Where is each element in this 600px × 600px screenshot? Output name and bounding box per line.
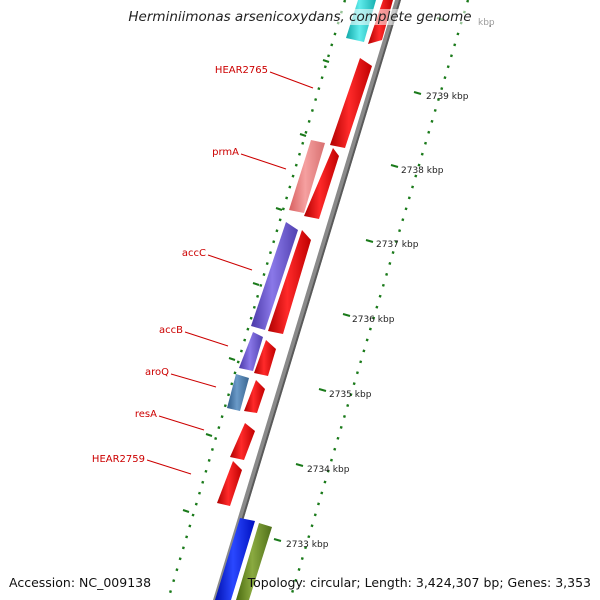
inner-tick bbox=[182, 509, 190, 513]
leader-accc bbox=[207, 254, 253, 271]
leader-accb bbox=[184, 331, 229, 347]
tick-2736 bbox=[342, 313, 351, 317]
map-title: Herminiimonas arsenicoxydans, complete g… bbox=[0, 9, 600, 25]
tick-2739 bbox=[413, 91, 422, 95]
gene-blue bbox=[215, 518, 255, 600]
tick-2733 bbox=[273, 538, 282, 542]
gene-label-hear2765: HEAR2765 bbox=[215, 65, 268, 76]
inner-tick bbox=[299, 133, 307, 137]
gene-label-aroq: aroQ bbox=[145, 367, 169, 378]
outer-dotted-track bbox=[288, 0, 470, 600]
leader-resa bbox=[158, 415, 205, 431]
inner-major-ticks bbox=[182, 59, 330, 513]
forward-gene-hear2759 bbox=[217, 461, 242, 506]
inner-tick bbox=[322, 59, 330, 63]
leader-lines bbox=[146, 71, 314, 475]
inner-tick bbox=[252, 282, 260, 286]
forward-gene-accc bbox=[268, 230, 311, 334]
kbp-label-2737: 2737 kbp bbox=[376, 240, 419, 250]
accession-text: Accession: NC_009138 bbox=[9, 575, 152, 590]
gene-aroq bbox=[227, 374, 249, 411]
inner-tick bbox=[275, 207, 283, 211]
gene-label-prma: prmA bbox=[212, 147, 239, 158]
genome-backbone-shade bbox=[217, 0, 401, 600]
gene-label-hear2759: HEAR2759 bbox=[92, 454, 145, 465]
leader-hear2759 bbox=[146, 459, 192, 475]
tick-2735 bbox=[318, 388, 327, 392]
leader-hear2765 bbox=[269, 71, 314, 89]
kbp-label-2739: 2739 kbp bbox=[426, 92, 469, 102]
gene-label-accb: accB bbox=[159, 325, 183, 336]
leader-aroq bbox=[170, 373, 217, 388]
gene-olive bbox=[236, 523, 272, 600]
leader-prma bbox=[240, 153, 287, 170]
inner-dotted-track bbox=[166, 0, 347, 600]
kbp-label-2738: 2738 kbp bbox=[401, 166, 444, 176]
tick-2737 bbox=[365, 239, 374, 243]
genome-summary-text: Topology: circular; Length: 3,424,307 bp… bbox=[247, 575, 591, 590]
tick-2734 bbox=[295, 463, 304, 467]
forward-genes bbox=[217, 0, 393, 506]
forward-gene-aroq bbox=[244, 380, 265, 413]
gene-label-accc: accC bbox=[182, 248, 206, 259]
inner-tick bbox=[205, 433, 213, 437]
forward-gene-accb bbox=[254, 340, 276, 376]
kbp-label-2735: 2735 kbp bbox=[329, 390, 372, 400]
gene-prma bbox=[289, 140, 325, 213]
kbp-label-2736: 2736 kbp bbox=[352, 315, 395, 325]
tick-2738 bbox=[390, 164, 399, 168]
forward-gene-prma bbox=[304, 148, 339, 219]
forward-gene-hear2765 bbox=[330, 58, 372, 148]
kbp-label-2734: 2734 kbp bbox=[307, 465, 350, 475]
gene-label-resa: resA bbox=[135, 409, 157, 420]
kbp-label-2733: 2733 kbp bbox=[286, 540, 329, 550]
forward-gene-resa bbox=[230, 423, 255, 460]
gene-accb bbox=[239, 332, 263, 371]
inner-tick bbox=[228, 357, 236, 361]
gene-accc bbox=[251, 222, 298, 330]
